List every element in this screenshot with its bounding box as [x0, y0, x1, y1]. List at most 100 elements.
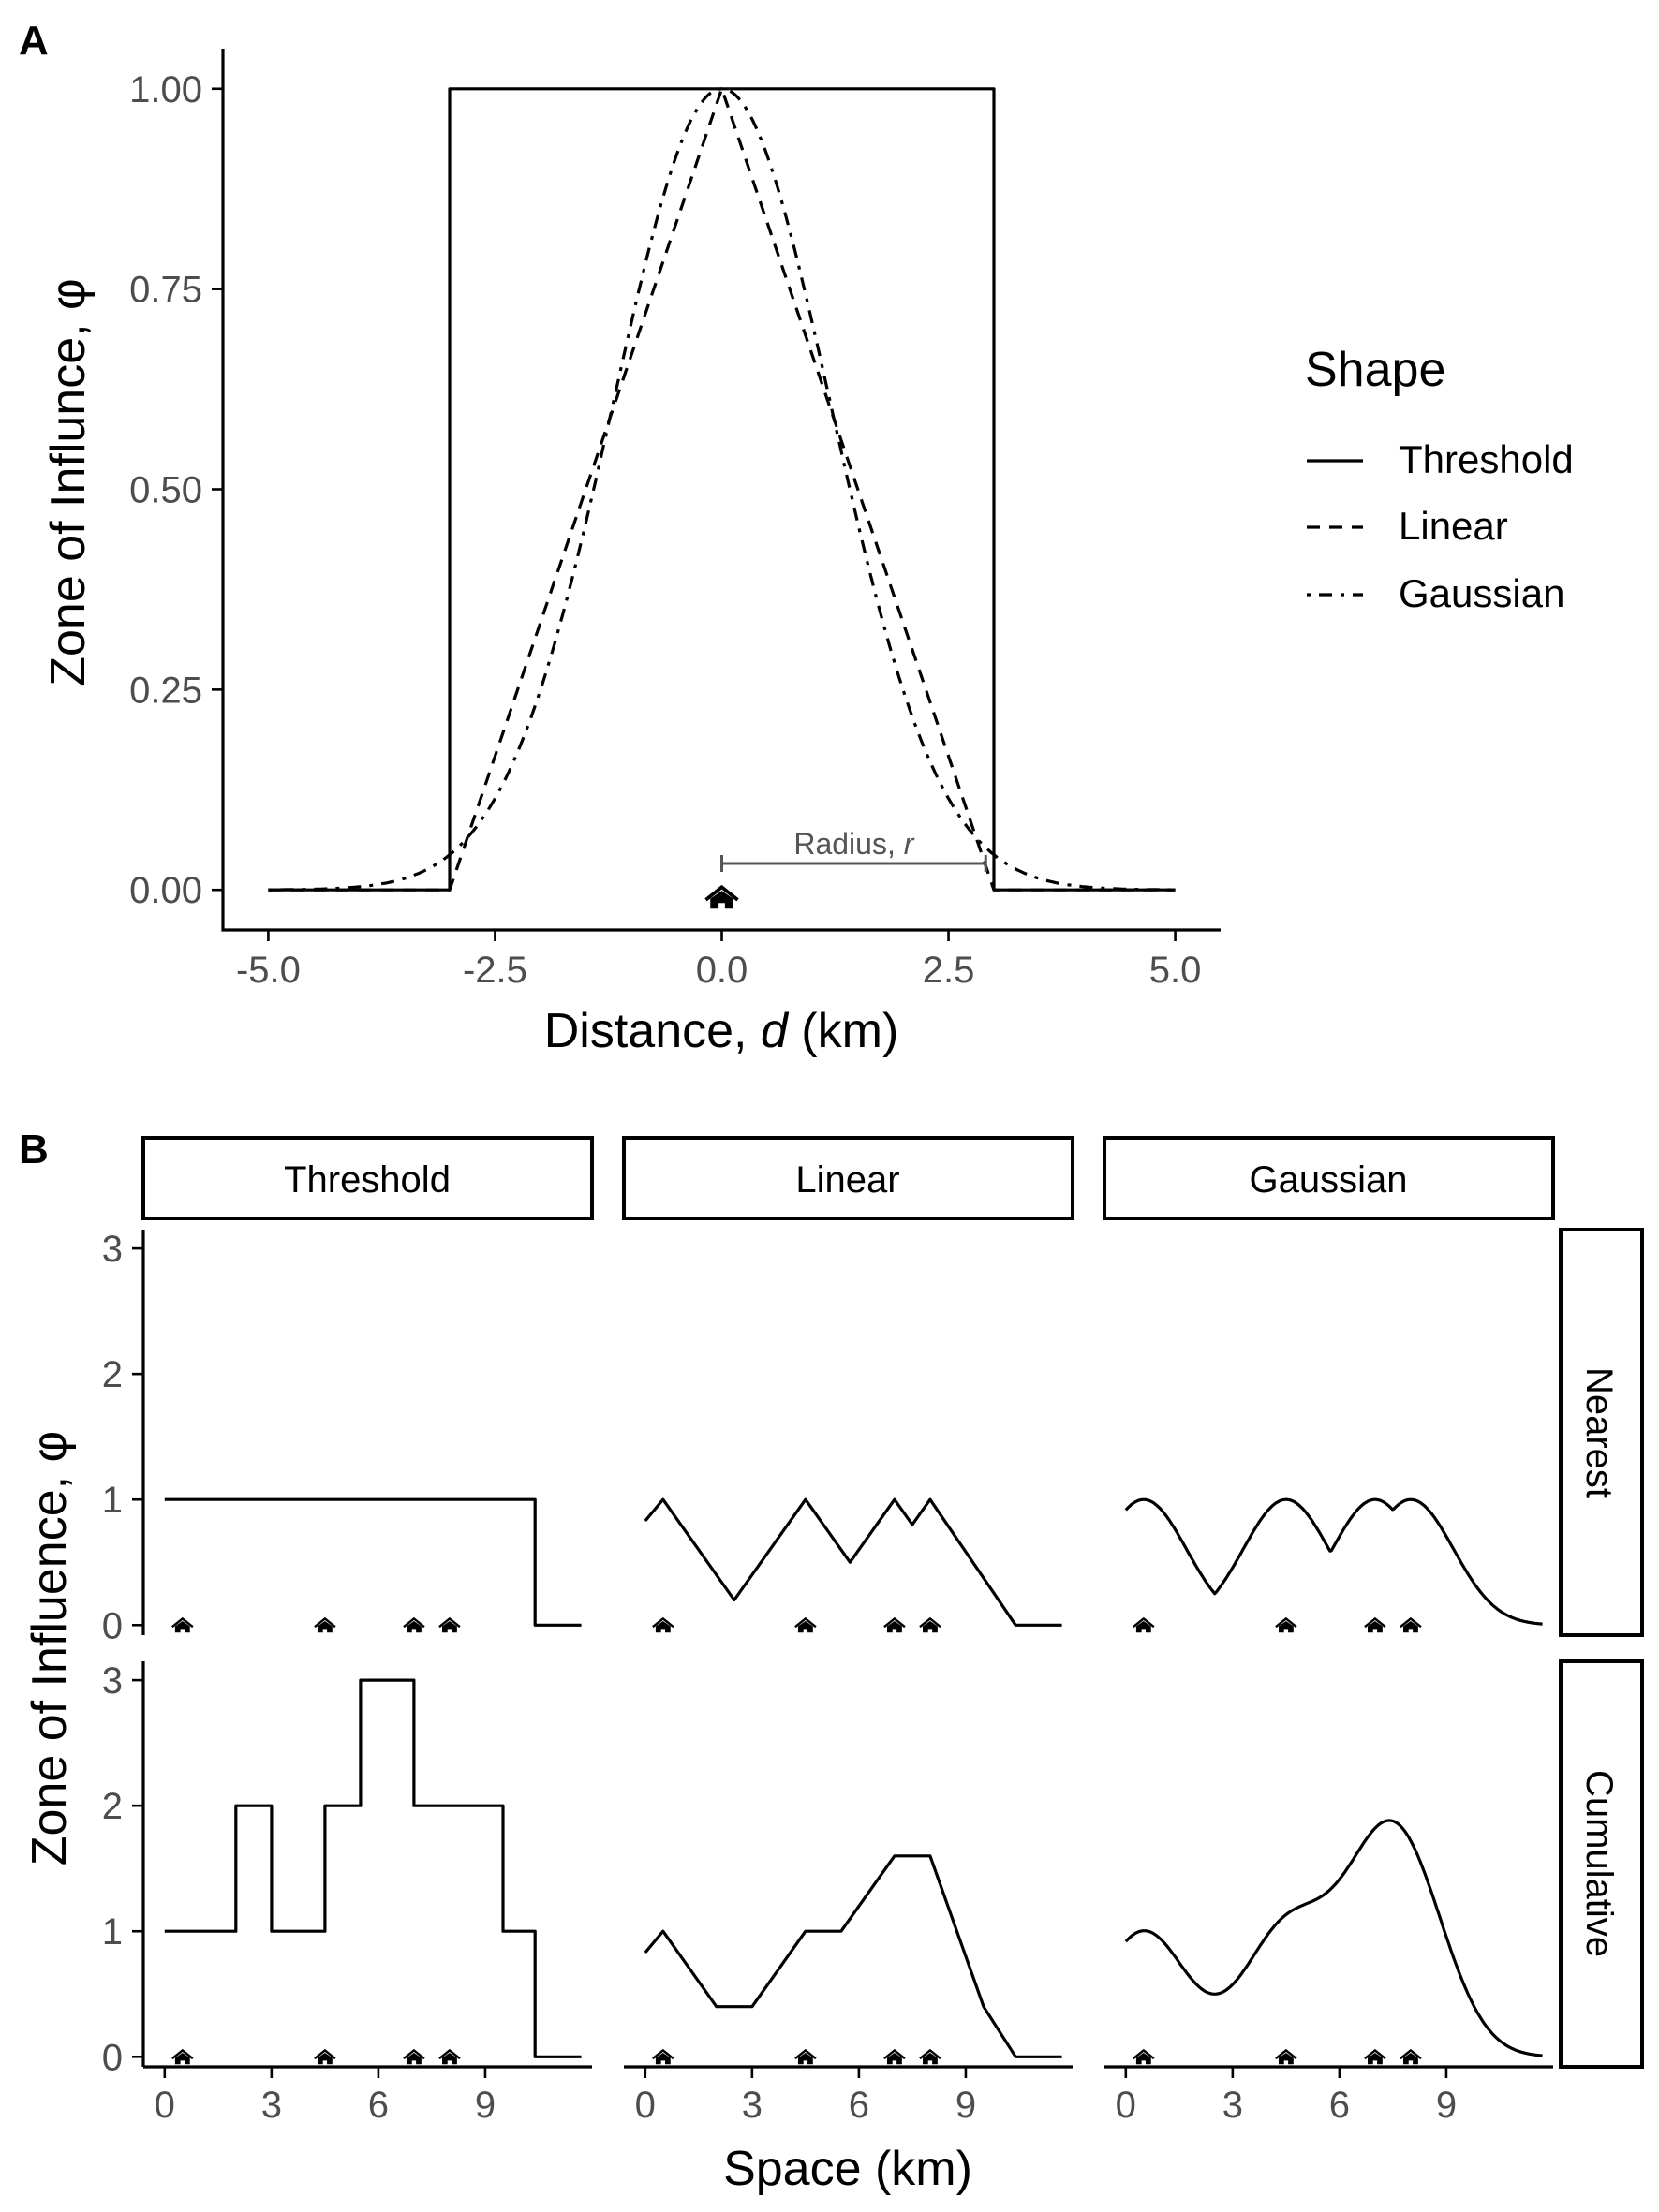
- panel-a-y-tick-label: 0.75: [129, 270, 202, 311]
- facet-gaussian-cumulative: 0 3 6 9: [1104, 1819, 1553, 2126]
- house-roof: [704, 884, 739, 902]
- legend-title: Shape: [1305, 343, 1445, 397]
- house-roof: [1275, 2048, 1297, 2060]
- facet-x-tick-label: 6: [1329, 2085, 1350, 2126]
- facet-x-tick-label: 3: [742, 2085, 763, 2126]
- panel-a-y-tick-label: 0.25: [129, 670, 202, 711]
- facet-y-tick-label: 0: [102, 1605, 123, 1646]
- house-roof: [919, 2048, 941, 2060]
- house-icon: [403, 2048, 425, 2065]
- legend-label-threshold: Threshold: [1399, 437, 1574, 481]
- house-body: [655, 1620, 671, 1633]
- house-roof: [314, 1616, 336, 1629]
- house-icon: [1364, 2048, 1386, 2065]
- facet-x-tick-label: 0: [635, 2085, 656, 2126]
- house-icon: [919, 1616, 941, 1633]
- facet-x-tick-label: 9: [475, 2085, 496, 2126]
- facet-x-tick-label: 6: [368, 2085, 389, 2126]
- house-body: [407, 1620, 422, 1633]
- facet-x-tick-label: 6: [849, 2085, 869, 2126]
- facet-y-tick-label: 3: [102, 1229, 123, 1270]
- panel-a-x-tick-label: 0.0: [696, 950, 748, 991]
- house-roof: [919, 1616, 941, 1629]
- house-roof: [794, 2048, 817, 2060]
- house-roof: [1400, 1616, 1422, 1629]
- house-roof: [1133, 1616, 1155, 1629]
- panel-a-series: [268, 87, 1176, 892]
- strip-label-linear: Linear: [795, 1159, 899, 1201]
- strip-cumulative: [1559, 1659, 1644, 2069]
- house-roof: [1364, 1616, 1386, 1629]
- facet-threshold-cumulative: 0 1 2 3 0 3 6 9: [102, 1660, 592, 2126]
- house-icon: [652, 1616, 674, 1633]
- house-roof: [652, 2048, 674, 2060]
- facet-series-line: [164, 1497, 582, 1627]
- panel-a: A 0.00 0.25 0.50 0.75 1.00 -5.0 -2.5 0.0 2.5 5.0…: [19, 18, 1574, 1058]
- panel-b-label: B: [19, 1127, 49, 1172]
- house-icon: [438, 2048, 461, 2065]
- house-roof: [171, 1616, 194, 1629]
- house-icon: [883, 1616, 906, 1633]
- panel-b: B Threshold Linear Gaussian Nearest Cumu…: [19, 1127, 1644, 2196]
- house-icon: [1275, 2048, 1297, 2065]
- facet-y-tick-label: 3: [102, 1660, 123, 1702]
- panel-a-x-tick-label: 2.5: [923, 950, 975, 991]
- facet-y-tick-label: 0: [102, 2037, 123, 2078]
- panel-b-facets: 0 1 2 3 0 1 2 3 0 3 6 9 0 3 6 9 0 3 6 9: [102, 1229, 1553, 2126]
- house-icon: [1364, 1616, 1386, 1633]
- house-body: [1278, 2052, 1294, 2065]
- panel-a-y-title: Zone of Influnce, φ: [41, 278, 96, 686]
- house-roof: [1275, 1616, 1297, 1629]
- house-body: [1368, 1620, 1383, 1633]
- house-body: [174, 2052, 190, 2065]
- strip-label-cumulative: Cumulative: [1578, 1770, 1620, 1957]
- house-icon: [704, 884, 739, 909]
- house-icon: [794, 2048, 817, 2065]
- house-body: [797, 1620, 813, 1633]
- house-roof: [1400, 2048, 1422, 2060]
- house-roof: [403, 1616, 425, 1629]
- house-icon: [171, 1616, 194, 1633]
- series-linear: [268, 87, 1176, 892]
- house-body: [655, 2052, 671, 2065]
- house-body: [317, 2052, 333, 2065]
- panel-b-y-title: Zone of Influence, φ: [22, 1431, 77, 1865]
- panel-a-label: A: [19, 18, 49, 64]
- house-body: [1278, 1620, 1294, 1633]
- house-body: [1135, 1620, 1151, 1633]
- house-icon: [1400, 2048, 1422, 2065]
- house-icon: [314, 2048, 336, 2065]
- house-body: [887, 2052, 902, 2065]
- radius-label: Radius, r: [793, 827, 914, 861]
- house-body: [407, 2052, 422, 2065]
- strip-linear: [622, 1136, 1074, 1220]
- facet-gaussian-nearest: [1124, 1497, 1543, 1633]
- facet-x-tick-label: 3: [1222, 2085, 1243, 2126]
- house-icon: [883, 2048, 906, 2065]
- strip-label-gaussian: Gaussian: [1250, 1159, 1408, 1201]
- panel-a-x-tick-label: -5.0: [236, 950, 301, 991]
- panel-a-x-title: Distance, d (km): [544, 1004, 899, 1058]
- facet-series-line: [1124, 1819, 1543, 2057]
- facet-x-tick-label: 3: [261, 2085, 282, 2126]
- legend-label-linear: Linear: [1399, 504, 1508, 548]
- house-body: [174, 1620, 190, 1633]
- legend-label-gaussian: Gaussian: [1399, 571, 1564, 615]
- house-body: [1403, 1620, 1418, 1633]
- house-icon: [314, 1616, 336, 1633]
- facet-y-tick-label: 2: [102, 1354, 123, 1395]
- house-icon: [652, 2048, 674, 2065]
- panel-a-x-tick-label: -2.5: [463, 950, 527, 991]
- legend: Shape Threshold Linear Gaussian: [1305, 343, 1574, 615]
- house-body: [1403, 2052, 1418, 2065]
- panel-a-y-tick-label: 0.50: [129, 470, 202, 511]
- house-roof: [438, 2048, 461, 2060]
- panel-a-x-ticks: -5.0 -2.5 0.0 2.5 5.0: [236, 930, 1201, 991]
- panel-a-axes: [221, 49, 1221, 932]
- house-body: [887, 1620, 902, 1633]
- facet-y-tick-label: 2: [102, 1786, 123, 1827]
- house-body: [442, 1620, 457, 1633]
- house-roof: [438, 1616, 461, 1629]
- house-roof: [314, 2048, 336, 2060]
- house-roof: [883, 1616, 906, 1629]
